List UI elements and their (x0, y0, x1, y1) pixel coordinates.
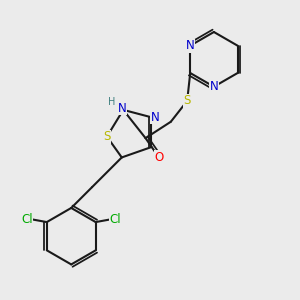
Text: S: S (103, 130, 111, 143)
Text: O: O (154, 151, 164, 164)
Text: Cl: Cl (21, 213, 33, 226)
Text: N: N (117, 102, 126, 115)
Text: N: N (186, 39, 195, 52)
Text: Cl: Cl (110, 213, 122, 226)
Text: N: N (209, 80, 218, 93)
Text: H: H (108, 97, 116, 106)
Text: N: N (151, 111, 159, 124)
Text: S: S (184, 94, 191, 107)
